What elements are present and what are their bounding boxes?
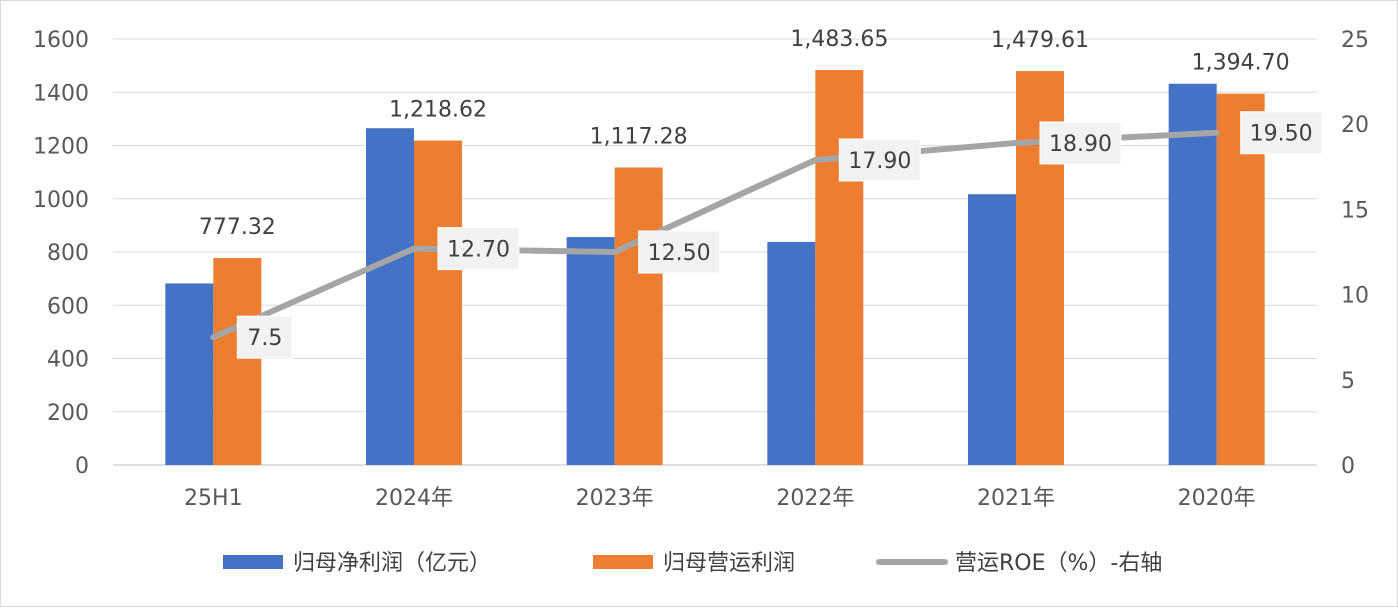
right-tick-label: 25 (1341, 28, 1369, 53)
bar-data-labels: 777.32 1,218.62 1,117.28 1,483.65 1,479.61 1,… (199, 27, 1290, 240)
bar-data-label: 1,479.61 (991, 28, 1089, 53)
roe-data-labels: 7.5 12.70 12.50 17.90 18.90 19.50 (236, 111, 1323, 359)
category-label: 2020年 (1178, 486, 1256, 511)
right-axis-ticks: 0 5 10 15 20 25 (1341, 28, 1369, 479)
bar-operating-profit (815, 69, 864, 466)
legend: 归母净利润（亿元） 归母营运利润 营运ROE（%）-右轴 (223, 551, 1162, 576)
bar-net-profit (968, 194, 1016, 465)
roe-label-box (437, 227, 520, 271)
bar-data-label: 1,218.62 (389, 98, 487, 123)
roe-label-box (838, 138, 921, 182)
left-tick-label: 0 (75, 454, 89, 479)
roe-label-box (1240, 111, 1323, 155)
left-tick-label: 1400 (33, 81, 89, 106)
left-tick-label: 200 (47, 401, 89, 426)
category-label: 2023年 (576, 486, 654, 511)
bar-operating-profit (1216, 93, 1265, 465)
bars (165, 69, 1265, 466)
bar-net-profit (1168, 83, 1217, 465)
bar-data-label: 1,483.65 (790, 27, 888, 52)
right-tick-label: 10 (1341, 284, 1369, 309)
bar-operating-profit (414, 140, 462, 465)
roe-data-label: 17.90 (848, 149, 911, 174)
legend-swatch (223, 555, 283, 569)
roe-data-label: 12.50 (648, 241, 711, 266)
legend-label: 营运ROE（%）-右轴 (955, 551, 1162, 576)
category-label: 2022年 (776, 486, 854, 511)
roe-data-label: 12.70 (447, 238, 510, 263)
bar-operating-profit (213, 258, 262, 465)
legend-label: 归母营运利润 (663, 551, 795, 576)
category-label: 25H1 (184, 486, 243, 511)
bar-net-profit (566, 237, 615, 465)
category-label: 2021年 (977, 486, 1055, 511)
left-tick-label: 600 (47, 294, 89, 319)
left-tick-label: 1600 (33, 28, 89, 53)
left-tick-label: 800 (47, 241, 89, 266)
roe-data-label: 19.50 (1250, 122, 1313, 147)
right-tick-label: 15 (1341, 198, 1369, 223)
left-tick-label: 1000 (33, 188, 89, 213)
left-tick-label: 1200 (33, 135, 89, 160)
roe-data-label: 7.5 (247, 326, 282, 351)
roe-label-box (1039, 121, 1122, 165)
bar-net-profit (767, 241, 816, 465)
bar-net-profit (165, 283, 214, 465)
bar-data-label: 1,117.28 (590, 125, 688, 150)
right-tick-label: 5 (1341, 369, 1355, 394)
category-axis-ticks: 25H1 2024年 2023年 2022年 2021年 2020年 (184, 486, 1256, 511)
bar-operating-profit (614, 167, 663, 465)
roe-label-box (638, 230, 721, 274)
right-tick-label: 0 (1341, 454, 1355, 479)
bar-net-profit (366, 128, 414, 465)
legend-label: 归母净利润（亿元） (293, 551, 491, 576)
bar-data-label: 1,394.70 (1192, 51, 1290, 76)
category-label: 2024年 (375, 486, 453, 511)
roe-data-label: 18.90 (1049, 132, 1112, 157)
left-axis-ticks: 0 200 400 600 800 1000 1200 1400 1600 (33, 28, 89, 479)
bar-data-label: 777.32 (199, 215, 276, 240)
roe-label-box (236, 315, 293, 359)
legend-swatch (593, 555, 653, 569)
left-tick-label: 400 (47, 348, 89, 373)
right-tick-label: 20 (1341, 113, 1369, 138)
